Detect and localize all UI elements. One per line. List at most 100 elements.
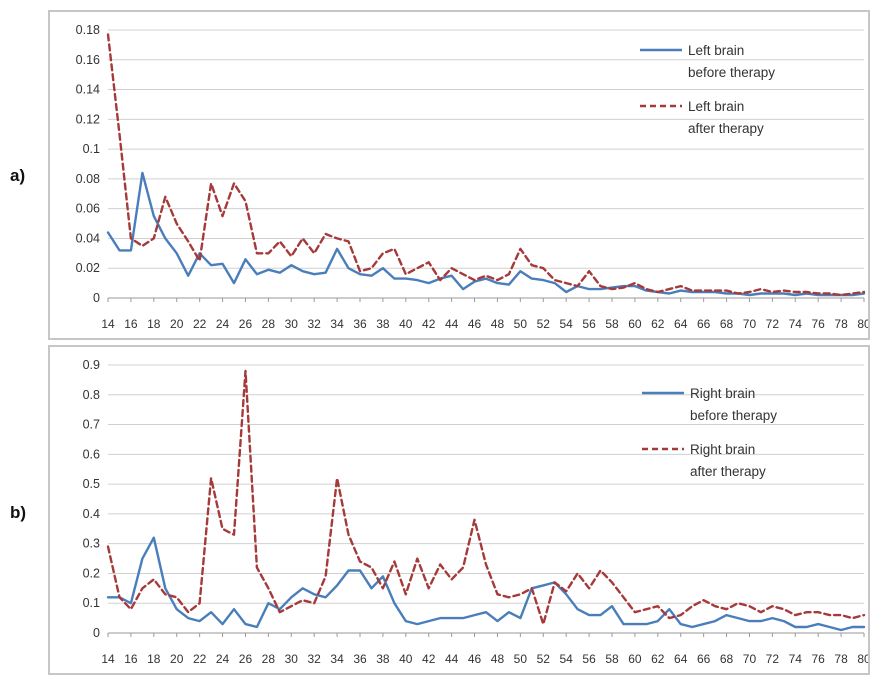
y-tick-label: 0.18	[76, 23, 100, 37]
x-tick-label: 70	[743, 317, 757, 331]
x-tick-label: 68	[720, 652, 734, 666]
x-tick-label: 52	[537, 652, 551, 666]
y-tick-label: 0	[93, 626, 100, 640]
x-tick-label: 46	[468, 317, 482, 331]
x-tick-label: 46	[468, 652, 482, 666]
x-tick-label: 56	[582, 317, 596, 331]
x-tick-label: 44	[445, 317, 459, 331]
x-tick-label: 42	[422, 652, 436, 666]
x-tick-label: 56	[582, 652, 596, 666]
legend-label: after therapy	[690, 464, 766, 479]
x-tick-label: 48	[491, 652, 505, 666]
x-tick-label: 68	[720, 317, 734, 331]
x-tick-label: 64	[674, 652, 688, 666]
y-tick-label: 0.6	[83, 447, 100, 461]
x-tick-label: 74	[789, 652, 803, 666]
x-tick-label: 16	[124, 652, 138, 666]
x-tick-label: 58	[605, 317, 619, 331]
x-tick-label: 54	[560, 652, 574, 666]
legend-label: before therapy	[690, 408, 777, 423]
legend-label: Right brain	[690, 386, 755, 401]
x-tick-label: 42	[422, 317, 436, 331]
x-tick-label: 74	[789, 317, 803, 331]
x-tick-label: 20	[170, 652, 184, 666]
x-tick-label: 38	[376, 317, 390, 331]
y-tick-label: 0.2	[83, 566, 100, 580]
x-tick-label: 32	[308, 317, 322, 331]
x-tick-label: 80	[857, 317, 868, 331]
x-tick-label: 62	[651, 317, 665, 331]
x-tick-label: 30	[285, 317, 299, 331]
x-tick-label: 18	[147, 652, 161, 666]
chart-panel-b: 0 0.1 0.2 0.3 0.4 0.5 0.6 0.7 0.8 0.9 14 16 18 20 22 24…	[48, 345, 871, 675]
x-tick-label: 28	[262, 317, 276, 331]
panel-label-a: a)	[10, 166, 26, 185]
legend-label: after therapy	[688, 121, 764, 136]
chart-panel-a: 0 0.02 0.04 0.06 0.08 0.1 0.12 0.14 0.16 0.18 14 16…	[48, 10, 871, 340]
x-tick-label: 36	[353, 652, 367, 666]
panel-label-b: b)	[10, 503, 27, 522]
x-tick-label: 60	[628, 317, 642, 331]
legend-label: Right brain	[690, 442, 755, 457]
x-tick-label: 22	[193, 317, 207, 331]
x-tick-label: 40	[399, 652, 413, 666]
y-tick-label: 0.3	[83, 537, 100, 551]
x-tick-label: 18	[147, 317, 161, 331]
x-tick-label: 36	[353, 317, 367, 331]
y-tick-label: 0.02	[76, 261, 100, 275]
y-tick-label: 0.1	[83, 596, 100, 610]
legend-label: Left brain	[688, 99, 744, 114]
x-tick-label: 26	[239, 317, 253, 331]
y-tick-label: 0.1	[83, 142, 100, 156]
x-tick-label: 52	[537, 317, 551, 331]
x-tick-label: 54	[560, 317, 574, 331]
x-tick-label: 72	[766, 317, 780, 331]
chart-a-svg: 0 0.02 0.04 0.06 0.08 0.1 0.12 0.14 0.16 0.18 14 16…	[76, 23, 871, 331]
x-tick-label: 30	[285, 652, 299, 666]
x-tick-label: 22	[193, 652, 207, 666]
y-tick-label: 0.8	[83, 388, 100, 402]
x-tick-label: 40	[399, 317, 413, 331]
series-line-before-therapy	[106, 171, 866, 297]
x-tick-label: 24	[216, 317, 230, 331]
x-tick-label: 60	[628, 652, 642, 666]
x-tick-label: 70	[743, 652, 757, 666]
y-tick-label: 0.12	[76, 112, 100, 126]
x-tick-label: 32	[308, 652, 322, 666]
y-tick-label: 0	[93, 291, 100, 305]
x-tick-label: 28	[262, 652, 276, 666]
x-tick-label: 26	[239, 652, 253, 666]
x-tick-label: 76	[812, 652, 826, 666]
x-tick-label: 38	[376, 652, 390, 666]
x-tick-label: 62	[651, 652, 665, 666]
x-tick-label: 48	[491, 317, 505, 331]
y-tick-label: 0.4	[83, 507, 100, 521]
x-tick-label: 76	[812, 317, 826, 331]
chart-b-svg: 0 0.1 0.2 0.3 0.4 0.5 0.6 0.7 0.8 0.9 14 16 18 20 22 24…	[83, 358, 871, 666]
x-tick-label: 58	[605, 652, 619, 666]
y-tick-label: 0.04	[76, 231, 100, 245]
series-line-after-therapy	[106, 369, 866, 626]
x-tick-label: 44	[445, 652, 459, 666]
x-tick-label: 20	[170, 317, 184, 331]
x-tick-label: 50	[514, 317, 528, 331]
x-tick-label: 78	[834, 317, 848, 331]
x-tick-label: 66	[697, 317, 711, 331]
x-tick-label: 24	[216, 652, 230, 666]
y-tick-label: 0.7	[83, 418, 100, 432]
y-tick-label: 0.06	[76, 202, 100, 216]
x-tick-label: 16	[124, 317, 138, 331]
x-tick-label: 14	[101, 317, 115, 331]
y-tick-label: 0.14	[76, 83, 100, 97]
x-tick-label: 64	[674, 317, 688, 331]
x-tick-label: 34	[330, 317, 344, 331]
legend-label: before therapy	[688, 65, 775, 80]
series-line-before-therapy	[106, 536, 866, 632]
x-tick-label: 66	[697, 652, 711, 666]
y-tick-label: 0.08	[76, 172, 100, 186]
x-tick-label: 14	[101, 652, 115, 666]
x-tick-label: 80	[857, 652, 868, 666]
y-tick-label: 0.5	[83, 477, 100, 491]
x-tick-label: 78	[834, 652, 848, 666]
legend-label: Left brain	[688, 43, 744, 58]
